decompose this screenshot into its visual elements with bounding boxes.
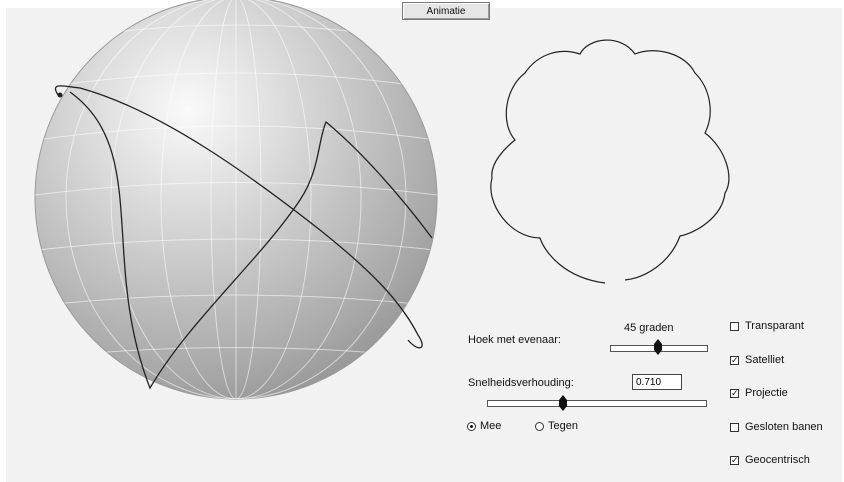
speed-field[interactable] (632, 374, 682, 390)
satellite-orbit (54, 85, 433, 390)
checkbox-gesloten-banen-label: Gesloten banen (745, 421, 823, 433)
checkbox-geocentrisch[interactable]: ✓ (730, 455, 739, 465)
checkbox-geocentrisch-label: Geocentrisch (745, 454, 810, 466)
animate-button[interactable]: Animatie (402, 2, 490, 20)
checkbox-gesloten-banen[interactable] (730, 423, 739, 432)
checkbox-satelliet-label: Satelliet (745, 354, 785, 366)
radio-dot (470, 425, 473, 428)
radio-tegen-label: Tegen (548, 420, 578, 432)
angle-readout: 45 graden (624, 322, 674, 334)
checkbox-satelliet[interactable]: ✓ (730, 355, 739, 365)
angle-slider-thumb[interactable] (654, 339, 662, 355)
projection-curve (490, 39, 730, 284)
radio-mee[interactable] (467, 422, 476, 431)
radio-mee-label: Mee (480, 420, 502, 432)
checkbox-transparant[interactable] (730, 322, 739, 331)
globe-grid (35, 0, 437, 399)
satellite-marker (57, 92, 63, 98)
speed-slider-track[interactable] (487, 400, 707, 407)
checkbox-projectie-label: Projectie (745, 387, 788, 399)
speed-slider-thumb[interactable] (559, 395, 568, 411)
checkbox-transparant-label: Transparant (745, 320, 804, 332)
projection-view (490, 39, 730, 284)
checkbox-projectie[interactable]: ✓ (730, 388, 739, 398)
radio-tegen[interactable] (535, 422, 544, 431)
angle-label: Hoek met evenaar: (468, 334, 561, 346)
globe-view[interactable] (0, 0, 460, 482)
speed-label: Snelheidsverhouding: (468, 377, 574, 389)
